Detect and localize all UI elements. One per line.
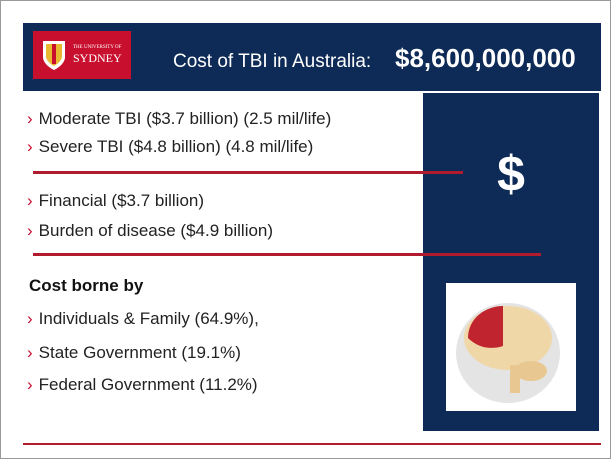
bullet: Individuals & Family (64.9%), [27, 309, 259, 329]
crest [41, 39, 67, 71]
section-heading: Cost borne by [29, 276, 143, 296]
logo-line: THE UNIVERSITY OF [73, 45, 121, 50]
header-bar: THE UNIVERSITY OF SYDNEY Cost of TBI in … [23, 23, 601, 91]
side-panel: $ [423, 93, 599, 431]
bullet: Federal Government (11.2%) [27, 375, 258, 395]
bullet: Moderate TBI ($3.7 billion) (2.5 mil/lif… [27, 109, 331, 129]
logo: THE UNIVERSITY OF SYDNEY [33, 31, 131, 79]
brain-image [446, 283, 576, 411]
logo-name: SYDNEY [73, 51, 122, 66]
divider [33, 253, 541, 256]
divider [33, 171, 463, 174]
title: Cost of TBI in Australia: [173, 51, 371, 73]
dollar-symbol: $ [423, 145, 599, 203]
bullet: Financial ($3.7 billion) [27, 191, 204, 211]
slide: THE UNIVERSITY OF SYDNEY Cost of TBI in … [0, 0, 611, 459]
bullet: Burden of disease ($4.9 billion) [27, 221, 273, 241]
bullet: State Government (19.1%) [27, 343, 241, 363]
title-amount: $8,600,000,000 [395, 43, 576, 74]
footer-rule [23, 443, 601, 445]
bullet: Severe TBI ($4.8 billion) (4.8 mil/life) [27, 137, 313, 157]
